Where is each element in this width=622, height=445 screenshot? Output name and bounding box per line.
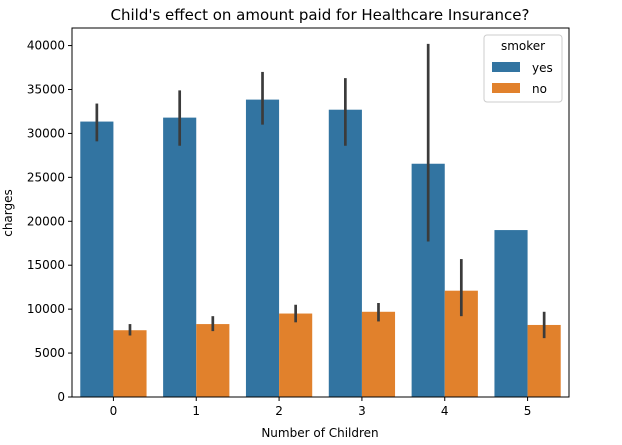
legend-items: yes no bbox=[492, 61, 553, 96]
y-tick-label: 20000 bbox=[27, 214, 65, 228]
x-tick-label: 2 bbox=[275, 404, 283, 418]
x-axis-label: Number of Children bbox=[261, 426, 378, 440]
errorbars-layer bbox=[95, 43, 546, 339]
x-tick-label: 5 bbox=[524, 404, 532, 418]
y-tick-label: 0 bbox=[57, 390, 65, 404]
x-axis: 0 1 2 3 4 5 bbox=[110, 397, 532, 418]
y-axis-label: charges bbox=[1, 189, 15, 237]
bar-no-3 bbox=[361, 311, 396, 397]
y-axis: 0 5000 10000 15000 20000 25000 30000 35000 40000 bbox=[27, 39, 72, 404]
y-tick-label: 15000 bbox=[27, 258, 65, 272]
y-tick-label: 35000 bbox=[27, 83, 65, 97]
legend-swatch-no bbox=[492, 83, 520, 93]
y-tick-label: 40000 bbox=[27, 39, 65, 53]
legend-label-yes: yes bbox=[532, 61, 553, 75]
x-tick-label: 3 bbox=[358, 404, 366, 418]
bar-yes-5 bbox=[494, 230, 528, 397]
chart-title: Child's effect on amount paid for Health… bbox=[111, 6, 530, 24]
y-tick-label: 30000 bbox=[27, 126, 65, 140]
plot-frame bbox=[71, 27, 570, 398]
x-tick-label: 1 bbox=[192, 404, 200, 418]
bar-yes-3 bbox=[328, 109, 362, 397]
x-tick-label: 0 bbox=[110, 404, 118, 418]
bar-yes-0 bbox=[80, 121, 114, 397]
bar-yes-1 bbox=[163, 117, 197, 397]
legend-title: smoker bbox=[501, 39, 545, 53]
bar-yes-2 bbox=[245, 99, 280, 397]
bar-no-0 bbox=[113, 330, 147, 397]
y-tick-label: 5000 bbox=[34, 346, 65, 360]
y-tick-label: 25000 bbox=[27, 170, 65, 184]
y-tick-label: 10000 bbox=[27, 302, 65, 316]
legend-label-no: no bbox=[532, 82, 547, 96]
x-tick-label: 4 bbox=[441, 404, 449, 418]
legend-swatch-yes bbox=[492, 62, 520, 72]
bar-no-1 bbox=[196, 324, 230, 397]
legend: smoker yes no bbox=[483, 34, 563, 103]
bars-layer bbox=[80, 99, 561, 397]
bar-no-2 bbox=[279, 313, 313, 397]
